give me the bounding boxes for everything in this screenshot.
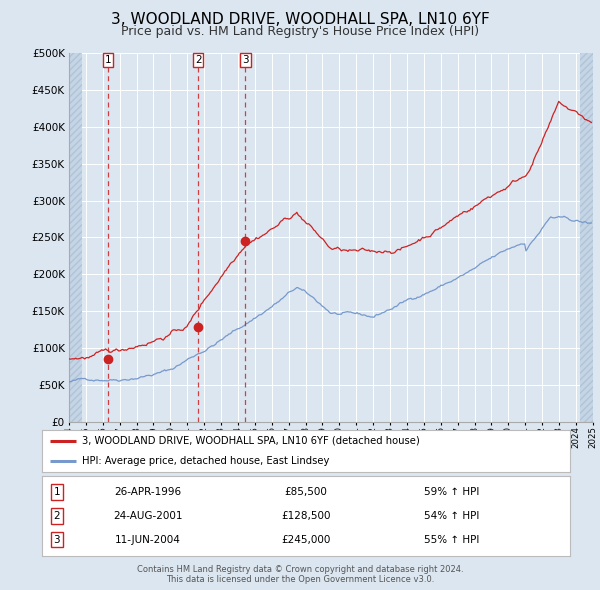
- Text: 1: 1: [105, 55, 112, 65]
- Text: 3: 3: [242, 55, 249, 65]
- Text: 3, WOODLAND DRIVE, WOODHALL SPA, LN10 6YF: 3, WOODLAND DRIVE, WOODHALL SPA, LN10 6Y…: [110, 12, 490, 27]
- Text: 24-AUG-2001: 24-AUG-2001: [113, 511, 182, 521]
- Text: £245,000: £245,000: [281, 535, 331, 545]
- Text: 3: 3: [53, 535, 60, 545]
- Text: Price paid vs. HM Land Registry's House Price Index (HPI): Price paid vs. HM Land Registry's House …: [121, 25, 479, 38]
- Polygon shape: [580, 53, 593, 422]
- Text: £85,500: £85,500: [284, 487, 328, 497]
- Text: 11-JUN-2004: 11-JUN-2004: [115, 535, 181, 545]
- Text: Contains HM Land Registry data © Crown copyright and database right 2024.: Contains HM Land Registry data © Crown c…: [137, 565, 463, 574]
- Text: HPI: Average price, detached house, East Lindsey: HPI: Average price, detached house, East…: [82, 455, 329, 466]
- Text: 1: 1: [53, 487, 60, 497]
- Text: 54% ↑ HPI: 54% ↑ HPI: [424, 511, 479, 521]
- Text: 59% ↑ HPI: 59% ↑ HPI: [424, 487, 479, 497]
- Text: 26-APR-1996: 26-APR-1996: [114, 487, 181, 497]
- Text: 2: 2: [195, 55, 202, 65]
- Polygon shape: [69, 53, 82, 422]
- Text: 3, WOODLAND DRIVE, WOODHALL SPA, LN10 6YF (detached house): 3, WOODLAND DRIVE, WOODHALL SPA, LN10 6Y…: [82, 436, 419, 446]
- Text: This data is licensed under the Open Government Licence v3.0.: This data is licensed under the Open Gov…: [166, 575, 434, 584]
- Text: 55% ↑ HPI: 55% ↑ HPI: [424, 535, 479, 545]
- Text: 2: 2: [53, 511, 60, 521]
- Text: £128,500: £128,500: [281, 511, 331, 521]
